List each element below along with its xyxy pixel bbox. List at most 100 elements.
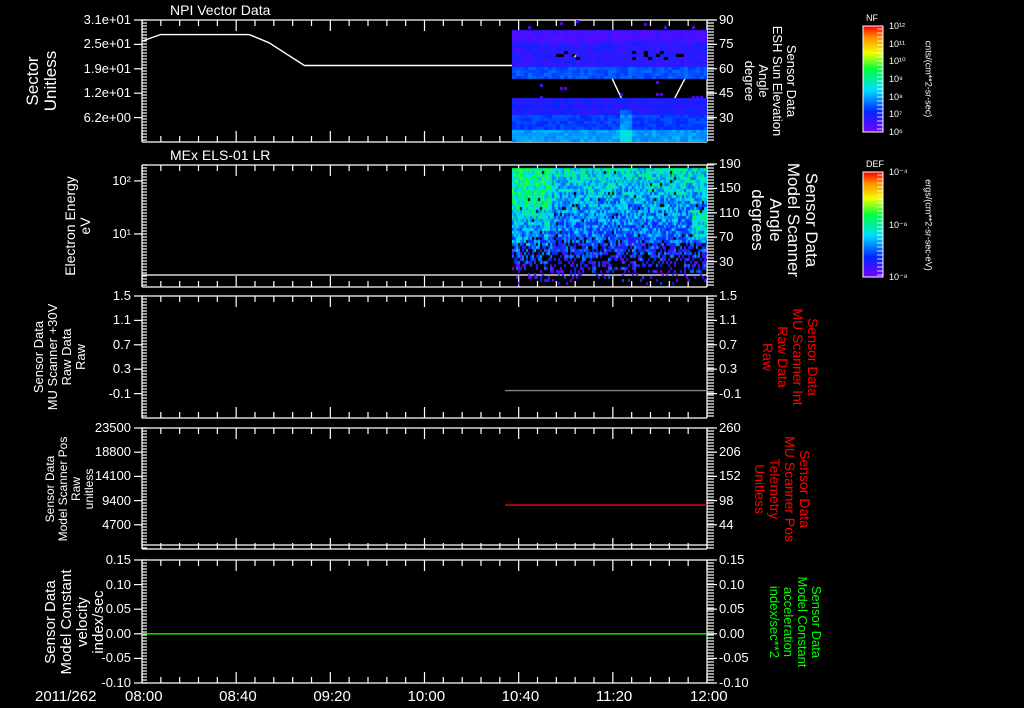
y-tick-label-right: 45 [719,85,734,101]
y-tick-label-left: -0.10 [101,675,131,690]
colorbar-gradient [863,202,883,203]
colorbar-gradient [863,268,883,269]
colorbar-gradient [863,58,883,59]
colorbar-gradient [863,42,883,43]
colorbar-gradient [863,236,883,237]
x-tick-label: 10:40 [501,688,540,705]
colorbar-gradient [863,206,883,207]
colorbar-gradient [863,119,883,120]
y-axis-label-right-line: Sensor Data [784,44,799,118]
y-axis-label-left-line: MU Scanner +30V [45,303,60,411]
colorbar-gradient [863,130,883,131]
y-tick-label-left: -0.1 [108,385,131,401]
colorbar-gradient [863,210,883,211]
colorbar-gradient [863,229,883,230]
colorbar-gradient [863,174,883,175]
y-tick-label-right: 0.05 [719,601,745,617]
colorbar-gradient [863,94,883,95]
y-tick-label-left: 3.1e+01 [83,12,131,27]
y-tick-label-right: 0.15 [719,552,745,567]
y-axis-label-right: Sensor Data ESH Sun Elevation Angle degree [742,26,799,137]
y-tick-label-right: 0.00 [719,625,745,641]
y-tick-label-left: 0.00 [105,625,131,641]
colorbar-gradient [863,274,883,275]
y-axis-label-right-line: Model Scanner [784,162,803,278]
y-tick-label-right: 44 [719,516,734,532]
y-axis-label-right-line: Angle [766,198,785,242]
colorbar-units: cnts/(cm**2-sr-sec) [923,40,934,118]
y-tick-label-right: 0.7 [719,336,738,352]
colorbar-gradient [863,243,883,244]
colorbar-gradient [863,107,883,108]
colorbar-gradient [863,198,883,199]
colorbar-gradient [863,259,883,260]
colorbar-gradient [863,33,883,34]
y-tick-label-right: 0.3 [719,361,738,377]
y-tick-label-right: 90 [719,12,734,27]
colorbar-gradient [863,71,883,72]
y-axis-label-left: Sensor Data Model Constant velocity index/s… [42,569,107,674]
colorbar-gradient [863,254,883,255]
colorbar-gradient [863,72,883,73]
colorbar-gradient [863,87,883,88]
y-axis-label-left-line: Unitless [41,50,60,112]
colorbar-tick-label: 10⁷ [889,109,903,120]
colorbar-gradient [863,265,883,266]
y-axis-label-right: Sensor Data Model Scanner Angle degrees [748,162,821,278]
y-axis-label-right-line: Sensor Data [797,449,813,528]
colorbar-gradient [863,120,883,121]
colorbar-gradient [863,213,883,214]
colorbar-gradient [863,112,883,113]
colorbar-gradient [863,96,883,97]
colorbar-gradient [863,29,883,30]
y-axis-label-left-line: Electron Energy [62,176,78,276]
colorbar-gradient [863,118,883,119]
colorbar-gradient [863,100,883,101]
colorbar-gradient [863,126,883,127]
colorbar-gradient [863,109,883,110]
panel-title: NPI Vector Data [170,2,271,18]
colorbar-gradient [863,181,883,182]
colorbar-gradient [863,122,883,123]
x-tick-label: 08:40 [219,688,257,705]
colorbar-gradient [863,104,883,105]
colorbar-gradient [863,39,883,40]
colorbar-gradient [863,212,883,213]
colorbar-gradient [863,90,883,91]
colorbar-gradient [863,250,883,251]
y-axis-label-left-line: Raw Data [59,328,74,386]
colorbar-gradient [863,211,883,212]
y-axis-label-right: Sensor Data Model Constant acceleration ind… [767,576,824,667]
colorbar-gradient [863,79,883,80]
colorbar-gradient [863,86,883,87]
colorbar-gradient [863,183,883,184]
y-tick-label-right: 152 [719,468,741,484]
colorbar-gradient [863,57,883,58]
colorbar-gradient [863,214,883,215]
colorbar-gradient [863,233,883,234]
colorbar-gradient [863,66,883,67]
colorbar-gradient [863,61,883,62]
colorbar-gradient [863,99,883,100]
colorbar-tick-label: 10¹⁰ [889,56,906,67]
y-axis-label-left-line: eV [77,217,93,235]
colorbar-gradient [863,28,883,29]
colorbar-gradient [863,248,883,249]
y-tick-label-right: 150 [719,180,741,196]
y-axis-label-right-line: degrees [748,189,767,251]
colorbar-gradient [863,197,883,198]
y-tick-label-left: 1.1 [112,312,131,328]
y-tick-label-right: 70 [719,229,734,245]
colorbar-gradient [863,127,883,128]
y-tick-label-left: 0.7 [112,336,131,352]
colorbar-gradient [863,93,883,94]
colorbar-gradient [863,262,883,263]
colorbar-gradient [863,186,883,187]
colorbar-gradient [863,35,883,36]
y-tick-label-right: -0.10 [719,675,749,690]
y-axis-label-right-line: acceleration [781,586,796,657]
colorbar-gradient [863,67,883,68]
y-tick-label-left: 23500 [94,420,131,435]
colorbar-gradient [863,235,883,236]
colorbar-gradient [863,200,883,201]
